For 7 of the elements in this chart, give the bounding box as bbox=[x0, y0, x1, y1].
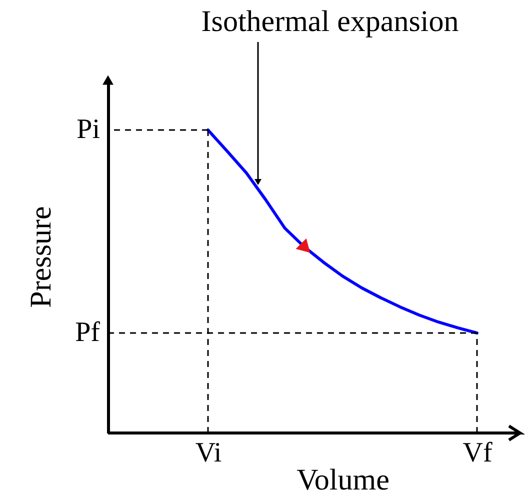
text: Isothermal expansion bbox=[201, 5, 459, 38]
y-axis-title: Pressure bbox=[24, 206, 58, 308]
x-tick-label: Vf bbox=[462, 438, 493, 468]
ref-line-label: Pi bbox=[76, 114, 100, 145]
ref-line-label: Pf bbox=[75, 317, 101, 348]
x-tick-label: Vi bbox=[195, 438, 222, 468]
x-axis-title: Volume bbox=[296, 464, 390, 496]
